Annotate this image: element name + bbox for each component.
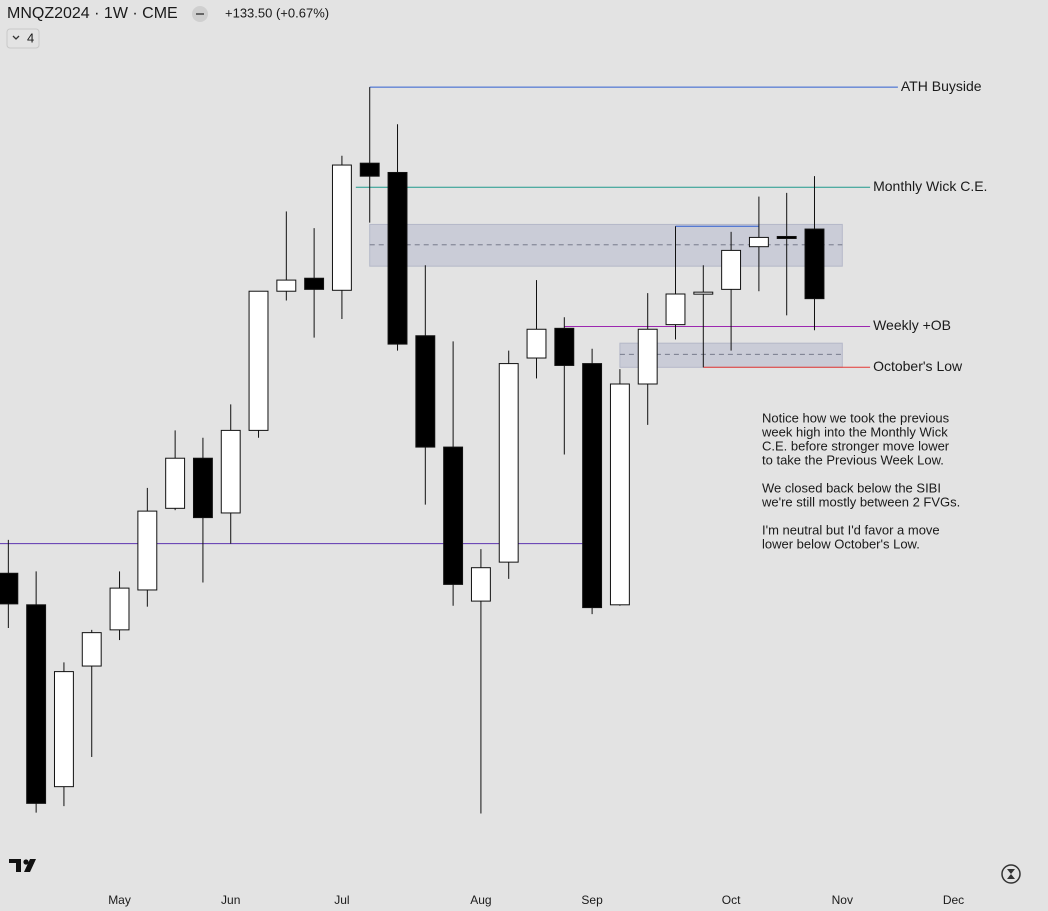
candle: [637, 293, 658, 425]
candle-body: [582, 363, 603, 609]
x-tick-label: Aug: [470, 893, 491, 907]
candle-body: [165, 457, 186, 509]
candle: [526, 280, 547, 379]
candle-body: [693, 291, 714, 295]
candle-body: [776, 235, 797, 239]
candle: [109, 571, 130, 641]
candle-body: [498, 363, 519, 563]
candle-body: [0, 572, 19, 605]
candle: [331, 155, 352, 320]
candle-body: [443, 446, 464, 585]
candle: [276, 211, 297, 301]
candle-body: [53, 671, 74, 788]
note-line: to take the Previous Week Low.: [762, 452, 944, 467]
note-line: lower below October's Low.: [762, 536, 920, 551]
note-line: I'm neutral but I'd favor a move: [762, 522, 940, 537]
candle: [554, 317, 575, 455]
candle: [387, 124, 408, 351]
symbol-title[interactable]: MNQZ2024 · 1W · CME: [7, 5, 178, 22]
x-tick-label: Dec: [943, 893, 964, 907]
candle-body: [109, 587, 130, 631]
candle: [220, 404, 241, 544]
candle-body: [609, 383, 630, 606]
candle-body: [470, 567, 491, 602]
indicator-toggle[interactable]: [6, 28, 40, 49]
price-change: +133.50 (+0.67%): [225, 5, 329, 20]
candle: [776, 192, 797, 316]
candle-body: [192, 457, 213, 519]
candle: [26, 571, 47, 813]
candle: [665, 226, 686, 340]
indicator-count: 4: [27, 30, 34, 45]
fvg-zone: [369, 223, 843, 267]
candle-body: [276, 279, 297, 292]
note-line: week high into the Monthly Wick: [761, 424, 948, 439]
candle: [192, 437, 213, 583]
candle: [721, 231, 742, 351]
candle: [359, 87, 380, 223]
candle: [248, 290, 269, 438]
candle: [748, 196, 769, 292]
candle-body: [721, 249, 742, 290]
candle-body: [637, 328, 658, 385]
chevron: [12, 35, 20, 40]
candle: [609, 369, 630, 606]
candle: [804, 176, 825, 331]
candle: [137, 487, 158, 607]
candle: [81, 629, 102, 757]
candle-body: [220, 429, 241, 514]
candle-body: [304, 277, 325, 290]
x-tick-label: Nov: [832, 893, 853, 907]
plot-area: ATH Buyside Monthly Wick C.E. Weekly +OB Oc…: [0, 78, 987, 814]
x-tick-label: Jul: [334, 893, 349, 907]
level-label: Monthly Wick C.E.: [873, 178, 987, 194]
candle: [53, 662, 74, 807]
candle-body: [748, 236, 769, 248]
candle: [304, 228, 325, 338]
level-label: ATH Buyside: [901, 78, 982, 94]
note-line: C.E. before stronger move lower: [762, 438, 950, 453]
candle: [0, 539, 19, 629]
level-label: October's Low: [873, 358, 963, 374]
candle: [443, 341, 464, 606]
candle: [582, 348, 603, 615]
candle: [415, 265, 436, 505]
note-line: We closed back below the SIBI: [762, 480, 941, 495]
candle-body: [665, 293, 686, 326]
candle-body: [331, 164, 352, 291]
note-line: we're still mostly between 2 FVGs.: [761, 494, 960, 509]
candle: [470, 549, 491, 814]
candle: [693, 265, 714, 368]
candle-body: [137, 510, 158, 591]
candle: [498, 350, 519, 579]
x-tick-label: Sep: [581, 893, 603, 907]
tv-logo: [9, 859, 36, 872]
candle-body: [804, 228, 825, 300]
candle-body: [359, 162, 380, 177]
candle-body: [26, 604, 47, 804]
collapse-icon: [196, 13, 204, 15]
x-tick-label: Oct: [722, 893, 741, 907]
x-tick-label: May: [108, 893, 131, 907]
level-label: Weekly +OB: [873, 317, 951, 333]
candle-body: [554, 327, 575, 366]
note-line: Notice how we took the previous: [762, 410, 950, 425]
x-tick-label: Jun: [221, 893, 240, 907]
candle-body: [248, 290, 269, 431]
candle-body: [415, 335, 436, 448]
candle: [165, 430, 186, 511]
replay-icon[interactable]: [1001, 864, 1021, 884]
candle-body: [526, 328, 547, 359]
candle-body: [387, 171, 408, 345]
candle-body: [81, 632, 102, 667]
